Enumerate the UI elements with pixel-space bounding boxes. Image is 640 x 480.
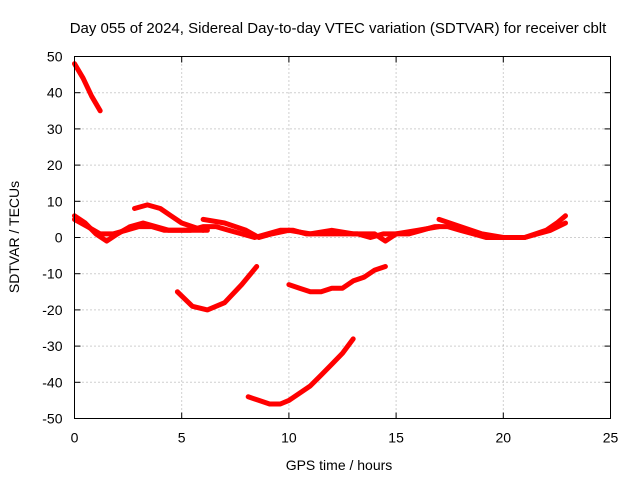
y-tick-label: -40 xyxy=(42,374,62,390)
y-tick-label: 30 xyxy=(47,121,63,137)
x-tick-label: 10 xyxy=(281,430,297,446)
y-tick-label: 0 xyxy=(55,230,63,246)
y-tick-label: 40 xyxy=(47,85,63,101)
series-line-arc-8 xyxy=(174,264,260,313)
y-tick-label: 10 xyxy=(47,193,63,209)
series-group xyxy=(72,61,568,407)
x-tick-label: 15 xyxy=(388,430,404,446)
y-tick-label: -50 xyxy=(42,411,62,427)
x-tick-label: 20 xyxy=(496,430,512,446)
series-line-arc-1 xyxy=(72,61,103,114)
x-axis-label: GPS time / hours xyxy=(286,457,393,473)
x-tick-label: 25 xyxy=(603,430,619,446)
y-axis-label: SDTVAR / TECUs xyxy=(6,181,22,293)
y-tick-label: 20 xyxy=(47,157,63,173)
series-line-arc-5 xyxy=(200,216,292,240)
tick-marks xyxy=(74,56,611,419)
y-tick-label: -20 xyxy=(42,302,62,318)
x-tick-label: 5 xyxy=(178,430,186,446)
series-line-arc-7 xyxy=(436,213,568,240)
series-line-arc-3 xyxy=(72,213,210,244)
series-line-arc-4 xyxy=(132,202,206,233)
y-tick-label: -10 xyxy=(42,266,62,282)
series-line-arc-9 xyxy=(245,336,356,407)
y-tick-label: -30 xyxy=(42,338,62,354)
grid-lines xyxy=(74,56,611,419)
series-line-arc-6 xyxy=(286,224,442,244)
series-line-arc-10 xyxy=(286,264,388,295)
y-tick-label: 50 xyxy=(47,49,63,65)
chart-title: Day 055 of 2024, Sidereal Day-to-day VTE… xyxy=(70,20,607,37)
x-tick-label: 0 xyxy=(71,430,79,446)
